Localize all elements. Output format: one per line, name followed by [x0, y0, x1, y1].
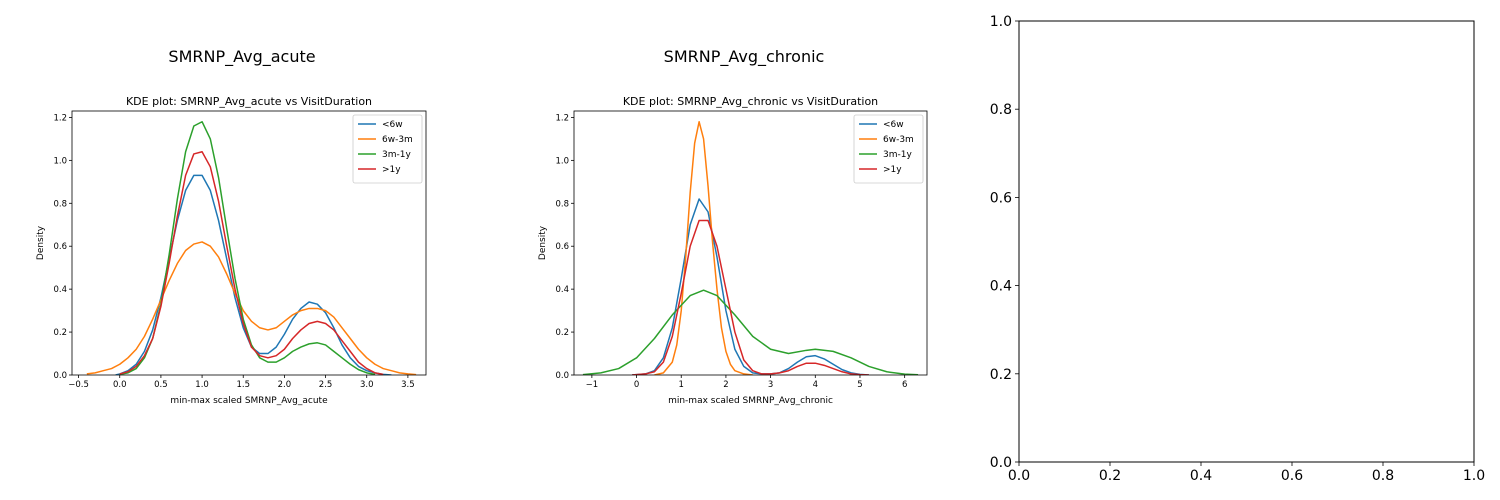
series-line-3	[582, 289, 919, 375]
y-tick-label: 0.2	[990, 367, 1012, 383]
y-tick-label: 0.0	[990, 455, 1012, 471]
y-tick-label: 1.2	[555, 113, 569, 123]
axes-frame	[1018, 20, 1475, 463]
y-tick-label: 0.6	[555, 242, 569, 252]
x-axis-label: min-max scaled SMRNP_Avg_acute	[170, 396, 328, 406]
x-tick-label: 0.0	[113, 380, 127, 390]
series-line-4	[119, 151, 384, 375]
x-tick-label: 1.0	[195, 380, 209, 390]
x-tick-label: 4	[813, 380, 818, 390]
legend-label: <6w	[382, 120, 403, 130]
legend-label: >1y	[883, 165, 902, 175]
x-tick-label: 0	[634, 380, 639, 390]
chart-panel-1: SMRNP_Avg_acute KDE plot: SMRNP_Avg_acute…	[36, 47, 427, 406]
x-tick-label: 0.0	[1008, 468, 1030, 484]
x-tick-label: −1	[586, 380, 599, 390]
legend-box	[853, 114, 924, 184]
y-tick-label: 1.0	[555, 156, 569, 166]
x-tick-label: 0.5	[154, 380, 168, 390]
axes-frame	[71, 110, 427, 376]
y-tick-label: 0.4	[555, 285, 569, 295]
series-line-2	[86, 241, 417, 375]
y-tick-label: 1.0	[53, 156, 67, 166]
y-axis-label: Density	[538, 225, 548, 260]
x-axis-label: min-max scaled SMRNP_Avg_chronic	[668, 396, 833, 406]
legend: <6w 6w-3m 3m-1y >1y	[352, 114, 423, 184]
x-tick-label: 2	[723, 380, 728, 390]
x-tick-label: 0.8	[1372, 468, 1394, 484]
series-group	[582, 120, 919, 375]
y-tick-label: 0.6	[990, 190, 1012, 206]
x-tick-label: 1.5	[236, 380, 250, 390]
x-tick-label: 3.0	[360, 380, 374, 390]
axes-frame	[573, 110, 928, 376]
x-tick-label: 5	[857, 380, 862, 390]
panel-suptitle: SMRNP_Avg_chronic	[664, 47, 825, 67]
y-tick-label: 0.2	[555, 328, 569, 338]
x-tick-label: 2.0	[278, 380, 292, 390]
x-tick-label: 3	[768, 380, 773, 390]
x-tick-label: 3.5	[401, 380, 415, 390]
legend: <6w 6w-3m 3m-1y >1y	[853, 114, 924, 184]
legend-label: >1y	[382, 165, 401, 175]
series-group	[86, 120, 417, 375]
y-tick-label: 0.2	[53, 328, 67, 338]
chart-title: KDE plot: SMRNP_Avg_chronic vs VisitDura…	[623, 95, 878, 108]
x-tick-label: 0.4	[1190, 468, 1212, 484]
legend-label: 6w-3m	[382, 135, 413, 145]
legend-label: 3m-1y	[382, 150, 411, 160]
x-tick-label: 0.6	[1281, 468, 1303, 484]
x-tick-label: 0.2	[1099, 468, 1121, 484]
legend-label: 6w-3m	[883, 135, 914, 145]
y-tick-label: 1.2	[53, 113, 67, 123]
chart-panel-2: SMRNP_Avg_chronic KDE plot: SMRNP_Avg_chr…	[538, 47, 928, 406]
x-tick-label: 1	[679, 380, 684, 390]
y-tick-label: 0.4	[990, 279, 1012, 295]
y-tick-label: 0.0	[53, 371, 67, 381]
x-tick-label: 6	[902, 380, 907, 390]
legend-label: <6w	[883, 120, 904, 130]
y-tick-label: 0.8	[53, 199, 67, 209]
series-line-2	[654, 120, 753, 375]
x-tick-label: 1.0	[1463, 468, 1485, 484]
series-line-1	[115, 174, 392, 375]
chart-title: KDE plot: SMRNP_Avg_acute vs VisitDurati…	[126, 95, 372, 108]
y-tick-label: 0.4	[53, 285, 67, 295]
y-tick-label: 0.8	[555, 199, 569, 209]
x-tick-label: 2.5	[319, 380, 333, 390]
chart-panel-3: 0.0 0.2 0.4 0.6 0.8 1.0 0.0 0.2 0.4 0.6 0.8 1.0	[990, 14, 1485, 484]
y-tick-label: 0.8	[990, 102, 1012, 118]
series-line-4	[632, 219, 869, 375]
y-tick-label: 0.6	[53, 242, 67, 252]
x-tick-label: −0.5	[68, 380, 89, 390]
y-axis-label: Density	[36, 225, 46, 260]
legend-box	[352, 114, 423, 184]
y-tick-label: 1.0	[990, 14, 1012, 30]
panel-suptitle: SMRNP_Avg_acute	[168, 47, 315, 67]
legend-label: 3m-1y	[883, 150, 912, 160]
y-tick-label: 0.0	[555, 371, 569, 381]
